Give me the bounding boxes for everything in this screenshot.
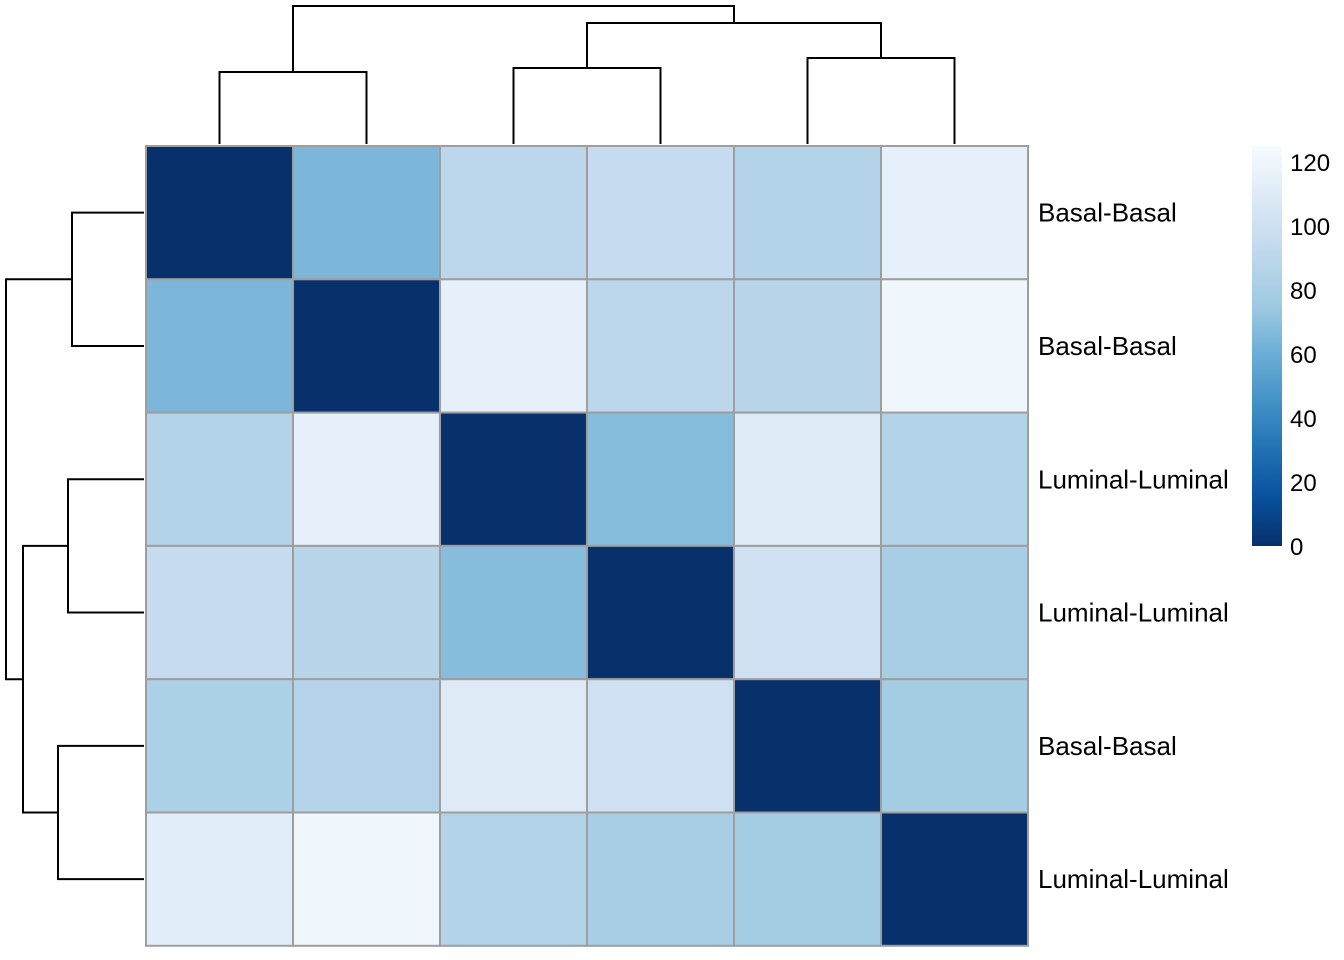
heatmap-cells xyxy=(145,145,1029,947)
heatmap-cell-r4-c6 xyxy=(880,544,1029,681)
legend-tick-label: 100 xyxy=(1290,214,1330,241)
heatmap-cell-r2-c6 xyxy=(880,278,1029,414)
heatmap-cell-r5-c6 xyxy=(880,678,1029,814)
legend-tick-label: 120 xyxy=(1290,150,1330,177)
heatmap-cell-r6-c3 xyxy=(439,811,588,947)
heatmap-cell-r1-c2 xyxy=(292,145,441,281)
heatmap-cell-r4-c3 xyxy=(439,544,588,681)
heatmap-cell-r2-c1 xyxy=(145,278,294,414)
row-label: Basal-Basal xyxy=(1038,731,1177,761)
heatmap-cell-r5-c5 xyxy=(733,678,882,814)
color-legend: 0 20 40 60 80 100 120 xyxy=(1252,146,1330,561)
legend-tick-label: 20 xyxy=(1290,470,1317,497)
heatmap-cell-r1-c1 xyxy=(145,145,294,281)
legend-tick-label: 80 xyxy=(1290,278,1317,305)
heatmap-cell-r3-c5 xyxy=(733,411,882,547)
row-label: Luminal-Luminal xyxy=(1038,598,1229,628)
heatmap-cell-r2-c4 xyxy=(586,278,735,414)
row-labels: Basal-Basal Basal-Basal Luminal-Luminal Lum… xyxy=(1038,198,1229,895)
row-dendrogram-branch xyxy=(57,744,144,881)
heatmap-cell-r4-c5 xyxy=(733,544,882,681)
heatmap-cell-r3-c2 xyxy=(292,411,441,547)
color-legend-bar xyxy=(1252,146,1282,546)
heatmap-cell-r1-c6 xyxy=(880,145,1029,281)
column-dendrogram-branch xyxy=(512,67,662,144)
heatmap-cell-r1-c5 xyxy=(733,145,882,281)
row-dendrogram-branch xyxy=(5,278,72,681)
legend-tick-label: 40 xyxy=(1290,406,1317,433)
row-label: Basal-Basal xyxy=(1038,198,1177,228)
heatmap-cell-r2-c5 xyxy=(733,278,882,414)
column-dendrogram xyxy=(218,5,956,144)
heatmap-cell-r5-c1 xyxy=(145,678,294,814)
row-label: Basal-Basal xyxy=(1038,331,1177,361)
heatmap-cell-r5-c4 xyxy=(586,678,735,814)
heatmap-cell-r2-c2 xyxy=(292,278,441,414)
row-dendrogram-branch xyxy=(22,544,68,814)
heatmap-cell-r6-c5 xyxy=(733,811,882,947)
heatmap-cell-r4-c2 xyxy=(292,544,441,681)
column-dendrogram-branch xyxy=(586,22,882,68)
heatmap-cell-r4-c1 xyxy=(145,544,294,681)
heatmap-cell-r4-c4 xyxy=(586,544,735,681)
column-dendrogram-branch xyxy=(292,5,735,72)
row-dendrogram-branch xyxy=(67,478,144,614)
row-label: Luminal-Luminal xyxy=(1038,864,1229,894)
heatmap-cell-r3-c6 xyxy=(880,411,1029,547)
heatmap-cell-r2-c3 xyxy=(439,278,588,414)
heatmap-cell-r6-c6 xyxy=(880,811,1029,947)
heatmap-cell-r5-c3 xyxy=(439,678,588,814)
heatmap-cell-r6-c2 xyxy=(292,811,441,947)
heatmap-cell-r3-c4 xyxy=(586,411,735,547)
row-dendrogram xyxy=(5,211,144,881)
heatmap-cell-r1-c4 xyxy=(586,145,735,281)
heatmap-cell-r3-c1 xyxy=(145,411,294,547)
column-dendrogram-branch xyxy=(218,71,368,144)
legend-tick-label: 0 xyxy=(1290,534,1303,561)
row-dendrogram-branch xyxy=(71,211,144,347)
heatmap-cell-r5-c2 xyxy=(292,678,441,814)
heatmap-cell-r6-c1 xyxy=(145,811,294,947)
row-label: Luminal-Luminal xyxy=(1038,464,1229,494)
heatmap-cell-r1-c3 xyxy=(439,145,588,281)
heatmap-cell-r6-c4 xyxy=(586,811,735,947)
legend-tick-label: 60 xyxy=(1290,342,1317,369)
heatmap-cell-r3-c3 xyxy=(439,411,588,547)
column-dendrogram-branch xyxy=(806,57,956,144)
